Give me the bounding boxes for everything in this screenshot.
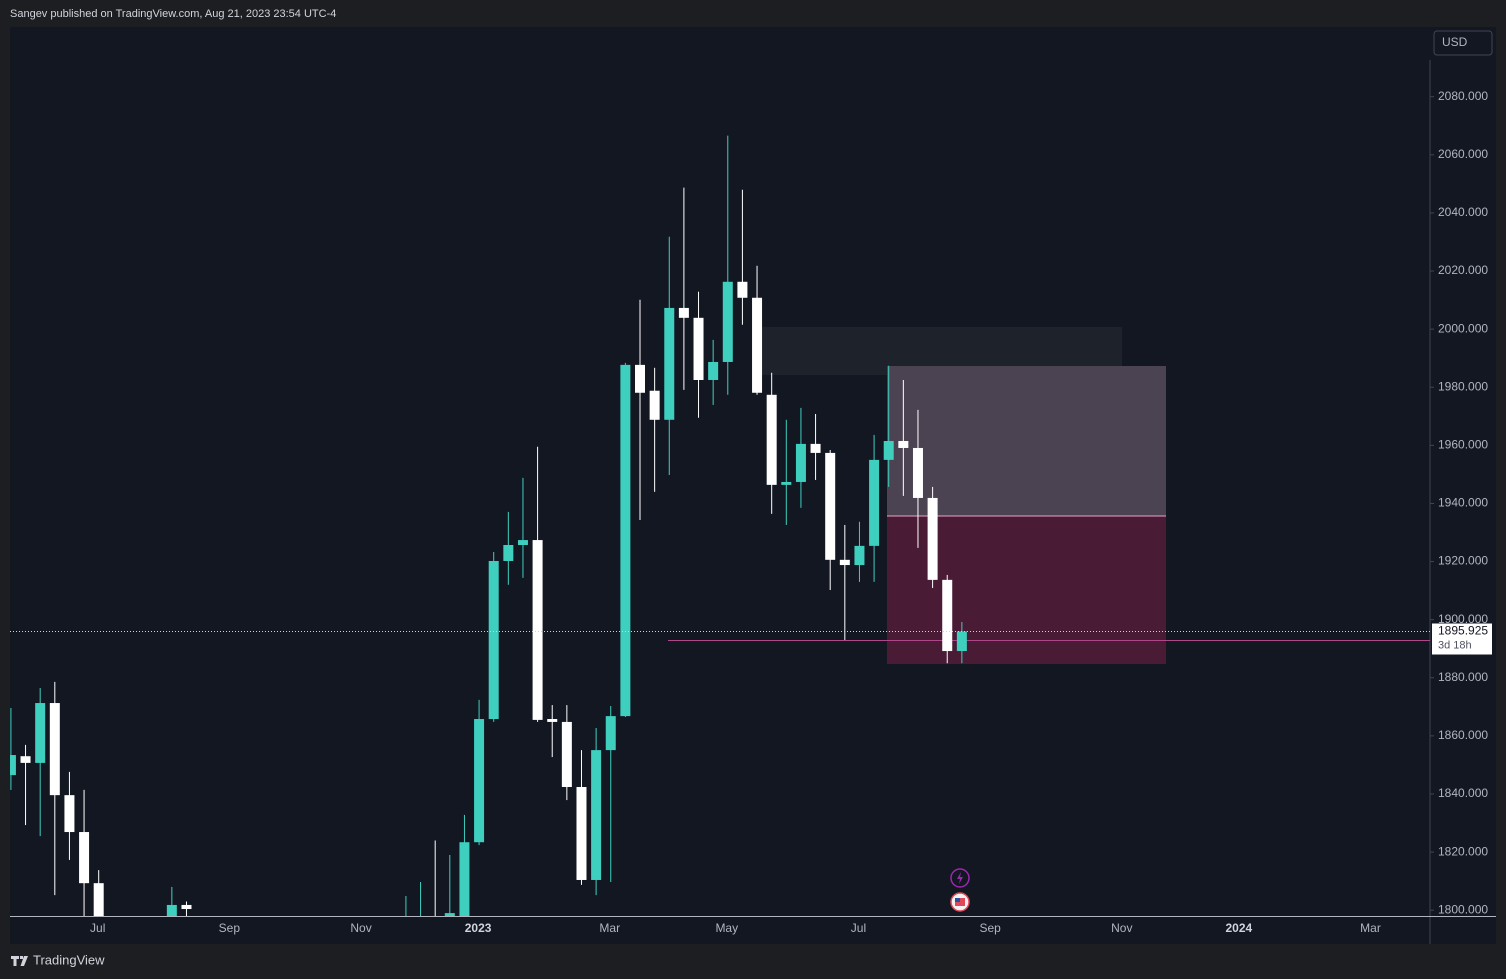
candle-body	[181, 904, 192, 910]
y-tick-label: 1960.000	[1438, 438, 1488, 452]
y-tick-label: 2020.000	[1438, 263, 1488, 277]
candle-body	[503, 545, 514, 561]
x-tick-label: Nov	[350, 921, 371, 935]
candle-body	[752, 297, 763, 393]
candle-body	[869, 459, 880, 546]
y-tick-label: 2000.000	[1438, 321, 1488, 335]
candle-body	[459, 842, 470, 916]
currency-button[interactable]	[1433, 30, 1493, 56]
x-tick-label: Mar	[599, 921, 620, 935]
countdown: 3d 18h	[1438, 639, 1472, 651]
candle-body	[956, 631, 967, 652]
x-tick-label: 2024	[1225, 921, 1252, 935]
y-tick-label: 1920.000	[1438, 554, 1488, 568]
y-tick-label: 1820.000	[1438, 844, 1488, 858]
event-icons	[950, 868, 970, 912]
candle-body	[678, 307, 689, 318]
candle-body	[737, 281, 748, 298]
candle-body	[474, 719, 485, 843]
candle-body	[942, 579, 953, 652]
candle-body	[605, 716, 616, 751]
y-tick-label: 1980.000	[1438, 379, 1488, 393]
lightning	[957, 872, 963, 884]
candle-body	[854, 545, 865, 566]
logo-mark	[11, 956, 28, 966]
y-tick-label: 1800.000	[1438, 902, 1488, 916]
header: Sangev published on TradingView.com, Aug…	[10, 8, 336, 20]
candle-body	[766, 394, 777, 485]
y-tick-label: 1840.000	[1438, 786, 1488, 800]
x-tick-label: 2023	[465, 921, 492, 935]
y-tick-label: 2040.000	[1438, 205, 1488, 219]
candle-body	[444, 913, 455, 916]
chart-area	[10, 27, 1496, 944]
candle-body	[883, 440, 894, 460]
target-zone	[887, 366, 1166, 516]
last-price-box	[1432, 623, 1492, 655]
logo	[11, 956, 28, 966]
candle-body	[591, 750, 602, 880]
candle-body	[781, 481, 792, 485]
x-tick-label: Mar	[1360, 921, 1381, 935]
currency: USD	[1442, 35, 1468, 49]
y-tick-label: 2060.000	[1438, 147, 1488, 161]
candle-body	[547, 719, 558, 722]
x-tick-label: Jul	[90, 921, 105, 935]
candle-body	[93, 883, 104, 916]
x-tick-label: Sep	[219, 921, 241, 935]
candle-body	[488, 560, 499, 720]
candle-body	[927, 497, 938, 580]
candle-body	[693, 317, 704, 380]
flag-canton	[955, 898, 960, 902]
x-tick-label: Jul	[851, 921, 866, 935]
candle-body	[561, 721, 572, 788]
candle-body	[825, 452, 836, 560]
candle-body	[620, 364, 631, 717]
candle-body	[20, 756, 31, 763]
candle-body	[49, 703, 60, 796]
y-tick-label: 1900.000	[1438, 612, 1488, 626]
candle-body	[166, 904, 177, 916]
candle-body	[64, 795, 75, 833]
candle-body	[708, 361, 719, 380]
plot	[10, 135, 1430, 916]
candle-body	[664, 307, 675, 420]
candle-body	[635, 364, 646, 393]
candle-body	[795, 443, 806, 482]
y-tick-label: 2080.000	[1438, 89, 1488, 103]
candle-body	[649, 390, 660, 420]
x-tick-label: Sep	[979, 921, 1001, 935]
candle-body	[532, 540, 543, 720]
candle-body	[35, 703, 46, 763]
candle-body	[912, 447, 923, 498]
candle-body	[722, 281, 733, 362]
x-tick-label: Nov	[1111, 921, 1132, 935]
x-tick-label: May	[715, 921, 738, 935]
candle-body	[898, 440, 909, 448]
candle-body	[576, 787, 587, 880]
candle-body	[79, 832, 90, 884]
y-tick-label: 1880.000	[1438, 670, 1488, 684]
last-price-label: 1895.925	[1438, 624, 1488, 638]
candle-body	[810, 443, 821, 453]
y-tick-label: 1940.000	[1438, 496, 1488, 510]
brand: TradingView	[33, 952, 105, 967]
candle-body	[517, 540, 528, 546]
candle-body	[10, 755, 16, 776]
candle-body	[839, 559, 850, 566]
y-tick-label: 1860.000	[1438, 728, 1488, 742]
